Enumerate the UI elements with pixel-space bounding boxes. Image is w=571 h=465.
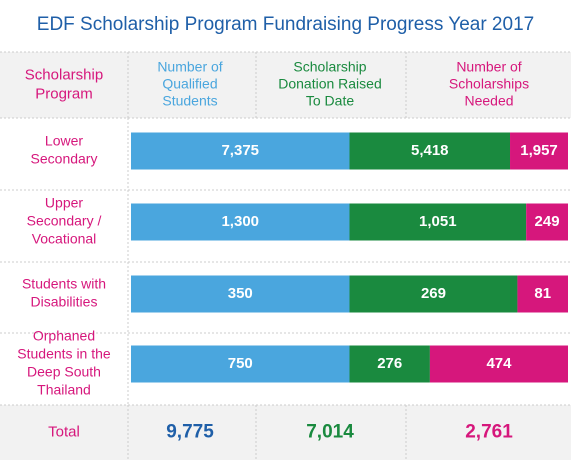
header-qualified-line-2: Qualified (162, 76, 217, 92)
total-band (0, 405, 571, 460)
total-label: Total (48, 423, 80, 440)
bar-qualified-4 (131, 345, 350, 383)
bar-donation-3 (349, 275, 518, 313)
label-donation-3: 269 (421, 285, 446, 302)
total-donation: 7,014 (306, 422, 354, 443)
category-4-line-3: Deep South (27, 364, 101, 380)
label-needed-3: 81 (534, 285, 551, 302)
label-qualified-2: 1,300 (221, 213, 259, 230)
label-donation-1: 5,418 (411, 142, 449, 159)
bar-qualified-2 (131, 203, 350, 241)
total-qualified: 9,775 (166, 422, 214, 443)
header-qualified-line-3: Students (162, 93, 217, 109)
category-2-line-3: Vocational (32, 231, 97, 247)
category-1-line-1: Lower (45, 133, 83, 149)
bar-needed-4 (429, 345, 568, 383)
chart-title: EDF Scholarship Program Fundraising Prog… (37, 14, 534, 35)
category-2-line-2: Secondary / (27, 213, 102, 229)
category-3-line-1: Students with (22, 276, 106, 292)
header-band (0, 52, 571, 118)
header-needed-line-1: Number of (456, 59, 521, 75)
label-needed-4: 474 (486, 355, 512, 372)
header-donation-line-2: Donation Raised (278, 76, 382, 92)
label-needed-1: 1,957 (520, 142, 558, 159)
label-qualified-3: 350 (228, 285, 253, 302)
bar-donation-1 (349, 132, 511, 170)
category-4-line-2: Students in the (17, 346, 111, 362)
bar-donation-2 (349, 203, 527, 241)
label-donation-2: 1,051 (419, 213, 457, 230)
header-needed-line-3: Needed (464, 93, 513, 109)
header-program-line-1: Scholarship (25, 66, 103, 83)
category-4-line-1: Orphaned (33, 328, 95, 344)
category-2-line-1: Upper (45, 195, 83, 211)
bar-qualified-1 (131, 132, 350, 170)
bar-needed-2 (526, 203, 568, 241)
bar-needed-3 (517, 275, 568, 313)
category-3-line-2: Disabilities (31, 294, 98, 310)
label-donation-4: 276 (377, 355, 402, 372)
header-needed-line-2: Scholarships (449, 76, 529, 92)
header-donation-line-3: To Date (306, 93, 354, 109)
bar-needed-1 (510, 132, 568, 170)
category-4-line-4: Thailand (37, 382, 91, 398)
header-qualified-line-1: Number of (157, 59, 222, 75)
category-1-line-2: Secondary (31, 151, 98, 167)
header-donation-line-1: Scholarship (293, 59, 366, 75)
header-program-line-2: Program (35, 85, 93, 102)
label-qualified-1: 7,375 (221, 142, 259, 159)
total-needed: 2,761 (465, 422, 513, 443)
label-qualified-4: 750 (228, 355, 253, 372)
label-needed-2: 249 (535, 213, 560, 230)
bar-donation-4 (349, 345, 430, 383)
bar-qualified-3 (131, 275, 350, 313)
